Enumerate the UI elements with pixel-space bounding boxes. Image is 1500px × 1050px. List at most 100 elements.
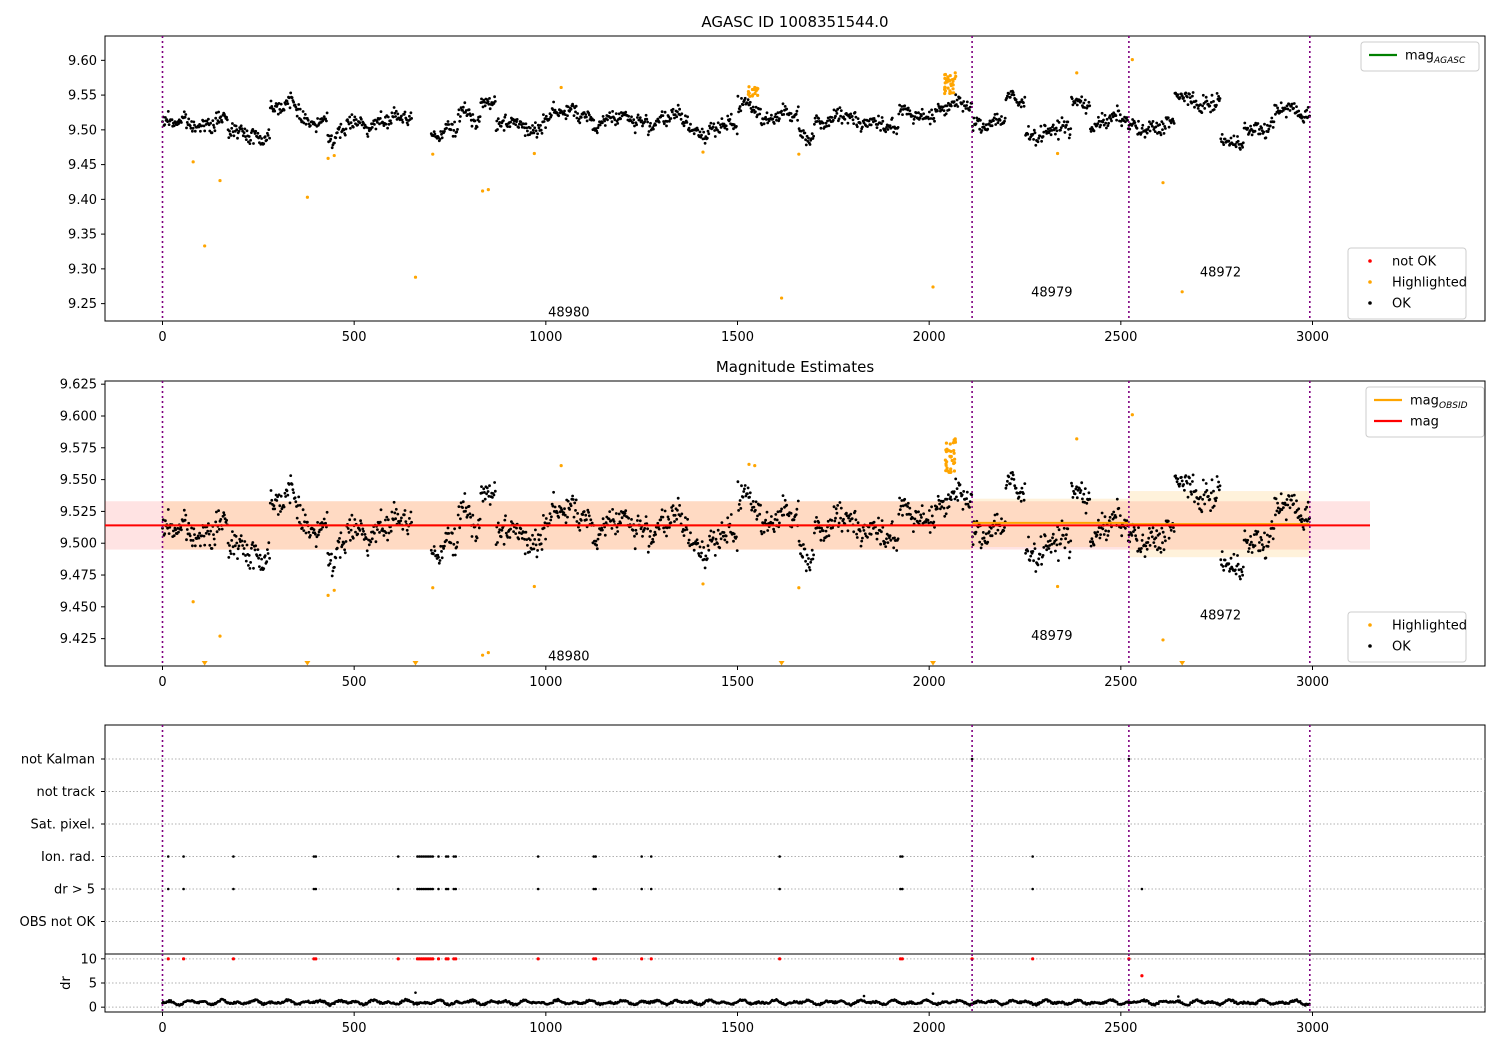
p2-ok-point [706,544,710,548]
p2-ok-point [633,534,636,538]
p1-ok-point [568,109,571,113]
p2-ok-point [1005,483,1008,487]
p1-ok-point [1140,126,1144,130]
p2-ok-point [1191,480,1194,483]
p1-ok-point [624,110,628,114]
p2-ok-point [610,527,614,530]
p2-ok-point [646,527,649,531]
p1-ok-point [225,115,229,119]
p1-ok-point [1305,108,1309,112]
p2-ok-point [436,553,440,557]
p1-ok-point [995,112,999,116]
p1-ok-point [863,118,866,122]
p2-ok-point [1274,497,1278,501]
p2-ok-point [384,531,388,535]
p2-ok-point [461,506,464,509]
p2-ok-point [1059,537,1063,541]
p3-flag-event [536,855,540,858]
p1-ok-point [1000,115,1003,118]
p2-ok-point [636,519,639,522]
p1-ok-point [1022,104,1026,108]
p1-ok-point [914,111,918,115]
p1-ytick-label: 9.35 [68,228,97,243]
p1-ok-point [709,121,713,125]
p1-ok-point [665,120,669,123]
p1-ok-point [540,131,544,135]
p1-ok-point [614,123,617,127]
p2-ok-point [439,544,443,548]
p1-ok-point [1217,99,1221,103]
p4-dr-point [1188,1003,1191,1006]
p2-ok-point [1152,541,1156,544]
p1-ok-point [202,124,206,128]
p2-ok-point [438,559,442,562]
p1-ok-point [1182,96,1185,100]
p2-ok-point [927,521,931,525]
p2-ok-point [179,525,183,529]
p2-ok-point [852,530,856,534]
p2-ok-point [746,486,750,490]
p1-ok-point [1083,98,1087,102]
p2-ok-point [903,497,907,501]
p2-ok-point [203,543,207,547]
p1-ok-point [735,125,738,128]
p1-ok-point [1145,131,1149,135]
p1-ok-point [333,141,336,145]
p2-ok-point [303,513,307,517]
p2-ok-point [662,530,666,534]
p2-ok-point [1022,492,1025,495]
p2-highlighted-point [947,449,951,453]
p1-ok-point [288,106,292,110]
p1-ok-point [354,118,358,121]
p1-obsid-label: 48979 [1031,286,1072,301]
p2-ok-point [1238,575,1242,578]
p1-ok-point [1236,135,1239,138]
p2-ok-point [1271,537,1275,541]
p2-ok-point [207,532,211,536]
p2-ok-point [370,537,374,541]
p2-ok-point [475,536,479,540]
p1-ok-point [396,112,400,116]
p1-ok-point [775,115,779,119]
p2-ok-point [379,508,383,512]
p2-ok-point [954,477,958,481]
p1-ok-point [1194,99,1198,103]
p2-xtick-label: 500 [342,675,367,690]
p2-ok-point [1002,529,1006,532]
p2-ok-point [754,500,758,504]
p2-ok-point [255,554,259,558]
p1-ok-point [1071,103,1075,107]
p2-ok-point [1208,498,1212,501]
p2-ok-point [739,507,743,510]
p1-ok-point [243,127,247,131]
p2-ok-point [741,495,745,499]
p2-ok-point [1241,573,1244,577]
p2-ok-point [1011,473,1015,477]
p1-ok-point [922,112,925,116]
p2-ok-point [317,533,320,537]
p1-ok-point [352,118,356,122]
p1-ok-point [802,129,805,132]
p1-ok-point [1099,123,1102,127]
p2-ok-point [228,544,231,547]
p1-ok-point [837,117,841,121]
p1-ok-point [1219,137,1223,141]
p1-ok-point [252,142,255,145]
p2-ok-point [1019,490,1022,494]
p1-ok-point [949,104,953,108]
p1-ok-point [743,96,747,100]
p2-ok-point [534,528,537,532]
p2-ok-point [611,508,614,511]
p3-flag-event [594,887,597,891]
p1-ok-point [277,102,281,105]
p1-highlighted-point [943,85,947,89]
p2-ok-point [660,508,664,512]
p1-lower-legend-box [1347,247,1467,320]
p1-ytick-label: 9.45 [68,158,97,173]
p2-ok-point [649,529,652,533]
p1-ok-point [1236,139,1240,143]
p1-ok-point [1048,129,1051,133]
p2-ok-point [174,528,178,532]
p2-ok-point [932,520,936,524]
p2-ok-point [343,548,346,552]
